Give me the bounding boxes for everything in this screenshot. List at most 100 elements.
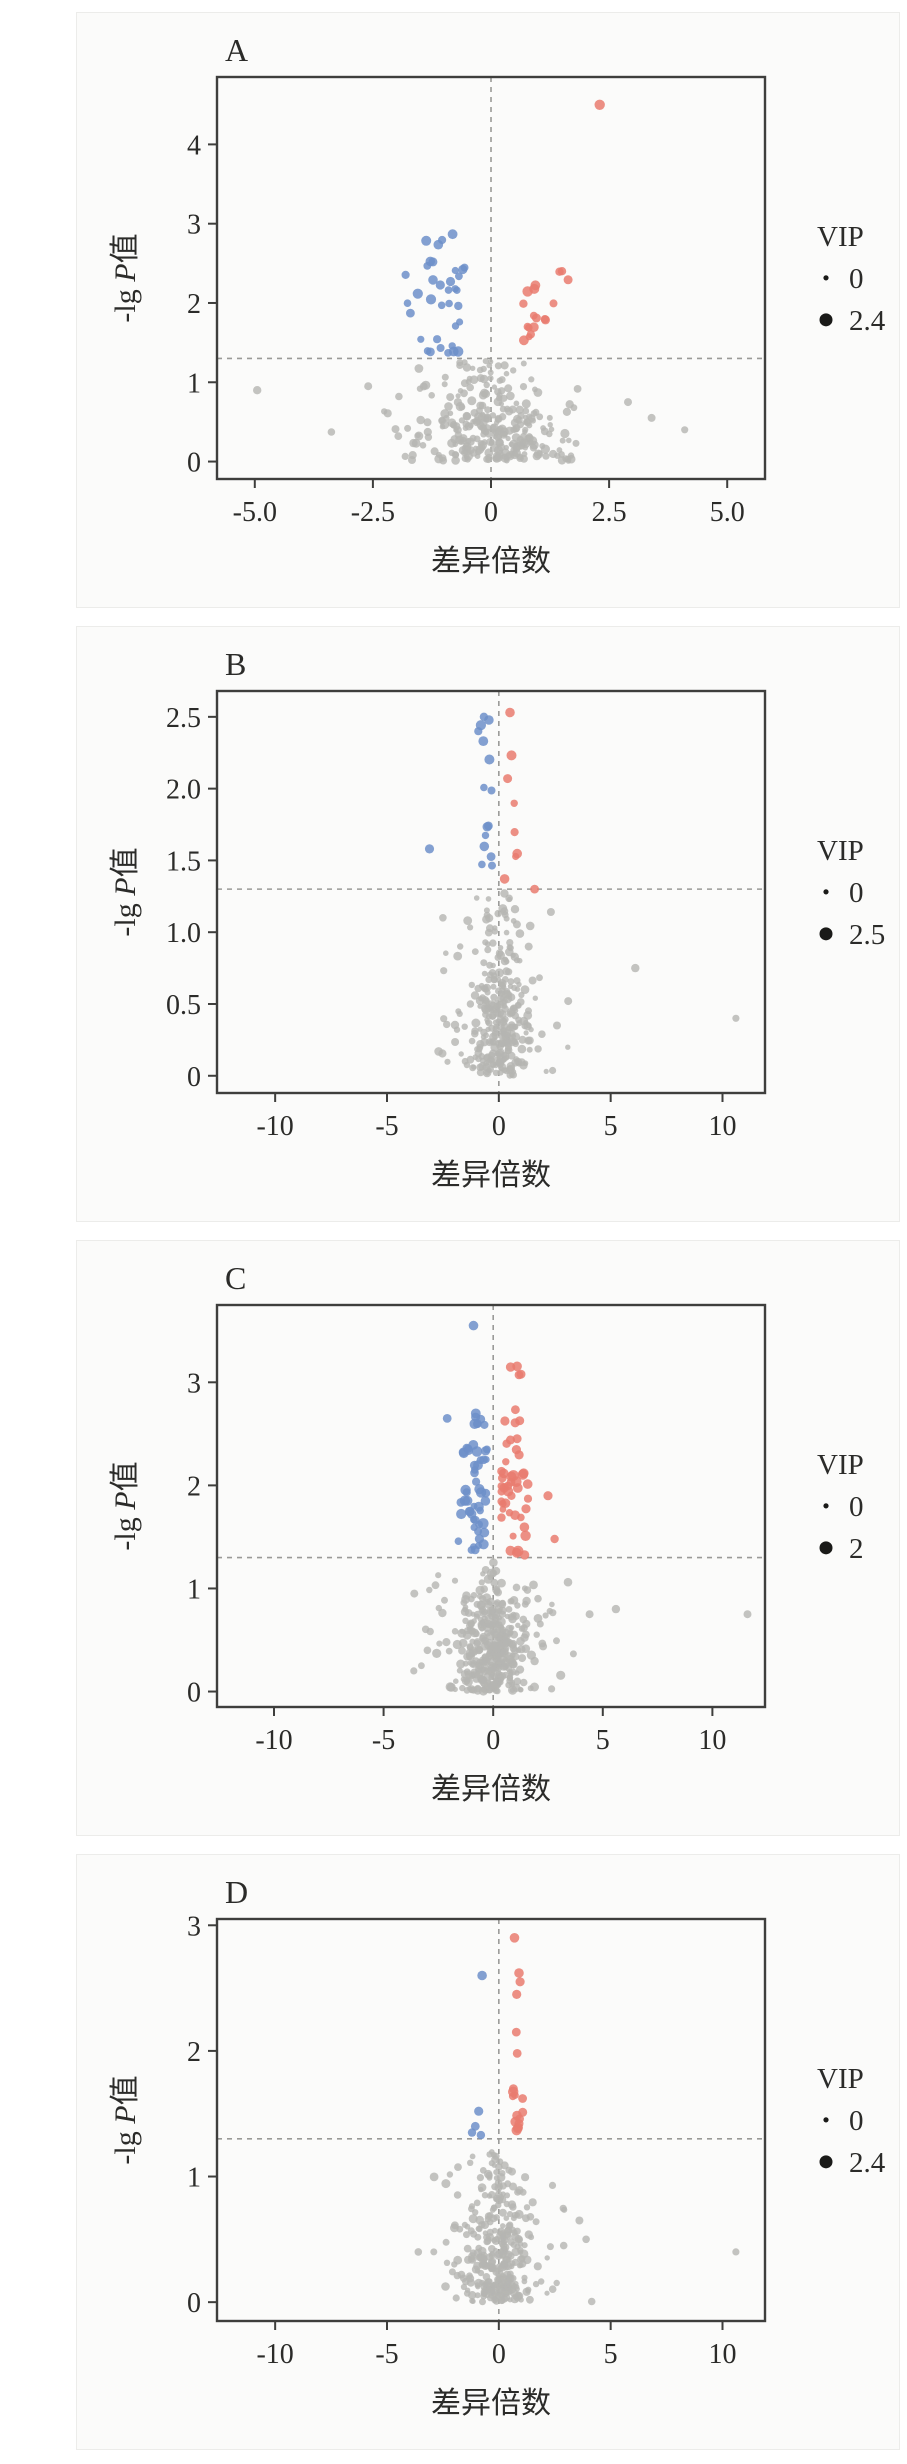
data-point — [504, 1638, 512, 1646]
data-point — [519, 383, 528, 391]
data-point — [495, 1670, 502, 1676]
data-point — [564, 997, 573, 1006]
data-point — [499, 1599, 506, 1607]
data-point — [409, 438, 418, 448]
data-point — [505, 968, 513, 976]
data-point — [575, 2216, 584, 2225]
data-point — [458, 1051, 464, 1057]
data-point — [533, 449, 543, 459]
data-point — [587, 2297, 596, 2306]
data-point — [494, 2201, 502, 2209]
points-ns — [410, 1558, 752, 1696]
data-point — [564, 455, 572, 463]
data-point — [480, 959, 488, 967]
data-point — [464, 1609, 473, 1617]
data-point — [447, 438, 457, 448]
x-tick-label: -5 — [372, 1725, 395, 1756]
data-point — [549, 299, 558, 308]
x-tick-label: 0 — [484, 497, 498, 528]
data-point — [496, 2230, 505, 2240]
y-tick-label: 2 — [187, 2037, 201, 2068]
legend-min-dot-icon — [823, 889, 829, 895]
data-point — [476, 1068, 485, 1077]
data-point — [513, 400, 520, 407]
data-point — [476, 1600, 486, 1610]
data-point — [475, 720, 486, 731]
data-point — [506, 944, 513, 951]
y-tick-label: 0 — [187, 2288, 201, 2319]
y-tick-label: 0 — [187, 1678, 201, 1709]
data-point — [541, 315, 550, 325]
data-point — [452, 422, 461, 431]
data-point — [456, 361, 464, 369]
x-axis-label: 差异倍数 — [431, 1773, 551, 1806]
data-point — [519, 2188, 527, 2196]
data-point — [468, 1440, 479, 1450]
data-point — [484, 715, 494, 725]
data-point — [395, 392, 403, 401]
data-point — [454, 1537, 463, 1545]
data-point — [514, 1602, 521, 1609]
data-point — [436, 1640, 443, 1647]
data-point — [463, 916, 473, 925]
points-down — [424, 712, 496, 870]
data-point — [513, 2122, 523, 2132]
data-point — [504, 1048, 512, 1055]
threshold-lines — [217, 691, 765, 1093]
legend-max-label: 2 — [849, 1533, 864, 1565]
data-point — [473, 1639, 481, 1648]
data-point — [470, 365, 476, 371]
data-point — [462, 1495, 473, 1506]
data-point — [538, 1639, 547, 1648]
data-point — [479, 2279, 485, 2286]
data-point — [534, 1594, 542, 1603]
data-point — [491, 428, 498, 434]
data-point — [480, 1585, 489, 1593]
data-point — [570, 404, 578, 412]
data-point — [483, 1445, 491, 1454]
data-point — [489, 1013, 497, 1020]
data-point — [462, 1617, 469, 1624]
data-point — [462, 411, 471, 421]
data-point — [505, 1509, 514, 1517]
data-point — [556, 1670, 566, 1680]
data-point — [573, 385, 582, 393]
data-point — [483, 907, 490, 914]
data-point — [505, 707, 515, 718]
data-point — [508, 1037, 517, 1047]
y-tick-label: 0 — [187, 1062, 201, 1093]
data-point — [475, 1520, 483, 1529]
data-point — [492, 1586, 500, 1594]
data-point — [403, 299, 412, 308]
data-point — [364, 382, 373, 391]
x-tick-label: -10 — [256, 2339, 293, 2370]
x-tick-label: 10 — [709, 2339, 737, 2370]
data-point — [509, 2182, 517, 2191]
data-point — [488, 1024, 496, 1032]
data-point — [732, 1014, 740, 1022]
data-point — [498, 981, 507, 990]
data-point — [425, 294, 437, 305]
data-point — [489, 1032, 498, 1041]
data-point — [472, 1477, 481, 1486]
data-point — [462, 442, 472, 451]
data-point — [473, 435, 481, 443]
y-tick-label: 3 — [187, 1911, 201, 1942]
data-point — [410, 1589, 419, 1598]
data-point — [451, 266, 459, 275]
data-point — [548, 1685, 556, 1693]
data-point — [506, 1674, 513, 1682]
data-point — [472, 1054, 479, 1061]
data-point — [506, 1062, 516, 1071]
data-point — [511, 433, 521, 442]
data-point — [494, 968, 504, 978]
points-up — [508, 1933, 528, 2136]
x-axis-label: 差异倍数 — [431, 2387, 551, 2420]
data-point — [501, 448, 510, 457]
data-point — [394, 432, 403, 440]
data-point — [542, 1612, 549, 1619]
data-point — [463, 2231, 470, 2239]
data-point — [445, 276, 456, 287]
points-down — [442, 1320, 491, 1555]
volcano-plot-svg: -10 -5 0 5 10 0 1 2 3D 差异倍数 -lg P值 VIP 0 2.4 — [109, 1874, 886, 2420]
